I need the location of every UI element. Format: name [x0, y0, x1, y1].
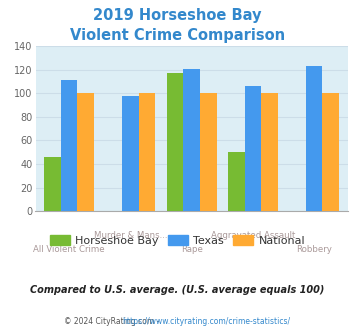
Text: All Violent Crime: All Violent Crime — [33, 245, 105, 253]
Text: Rape: Rape — [181, 245, 203, 253]
Text: 2019 Horseshoe Bay: 2019 Horseshoe Bay — [93, 8, 262, 23]
Legend: Horseshoe Bay, Texas, National: Horseshoe Bay, Texas, National — [45, 231, 310, 250]
Bar — [139, 93, 155, 211]
Bar — [44, 157, 61, 211]
Bar — [261, 93, 278, 211]
Bar — [184, 69, 200, 211]
Bar — [77, 93, 94, 211]
Bar — [306, 66, 322, 211]
Text: Violent Crime Comparison: Violent Crime Comparison — [70, 28, 285, 43]
Bar — [167, 73, 184, 211]
Bar — [322, 93, 339, 211]
Bar — [228, 152, 245, 211]
Bar — [122, 96, 139, 211]
Text: © 2024 CityRating.com -: © 2024 CityRating.com - — [64, 317, 162, 326]
Text: https://www.cityrating.com/crime-statistics/: https://www.cityrating.com/crime-statist… — [122, 317, 290, 326]
Text: Aggravated Assault: Aggravated Assault — [211, 231, 295, 240]
Bar — [245, 86, 261, 211]
Text: Compared to U.S. average. (U.S. average equals 100): Compared to U.S. average. (U.S. average … — [30, 285, 325, 295]
Text: Murder & Mans...: Murder & Mans... — [94, 231, 167, 240]
Bar — [200, 93, 217, 211]
Text: Robbery: Robbery — [296, 245, 332, 253]
Bar — [61, 81, 77, 211]
